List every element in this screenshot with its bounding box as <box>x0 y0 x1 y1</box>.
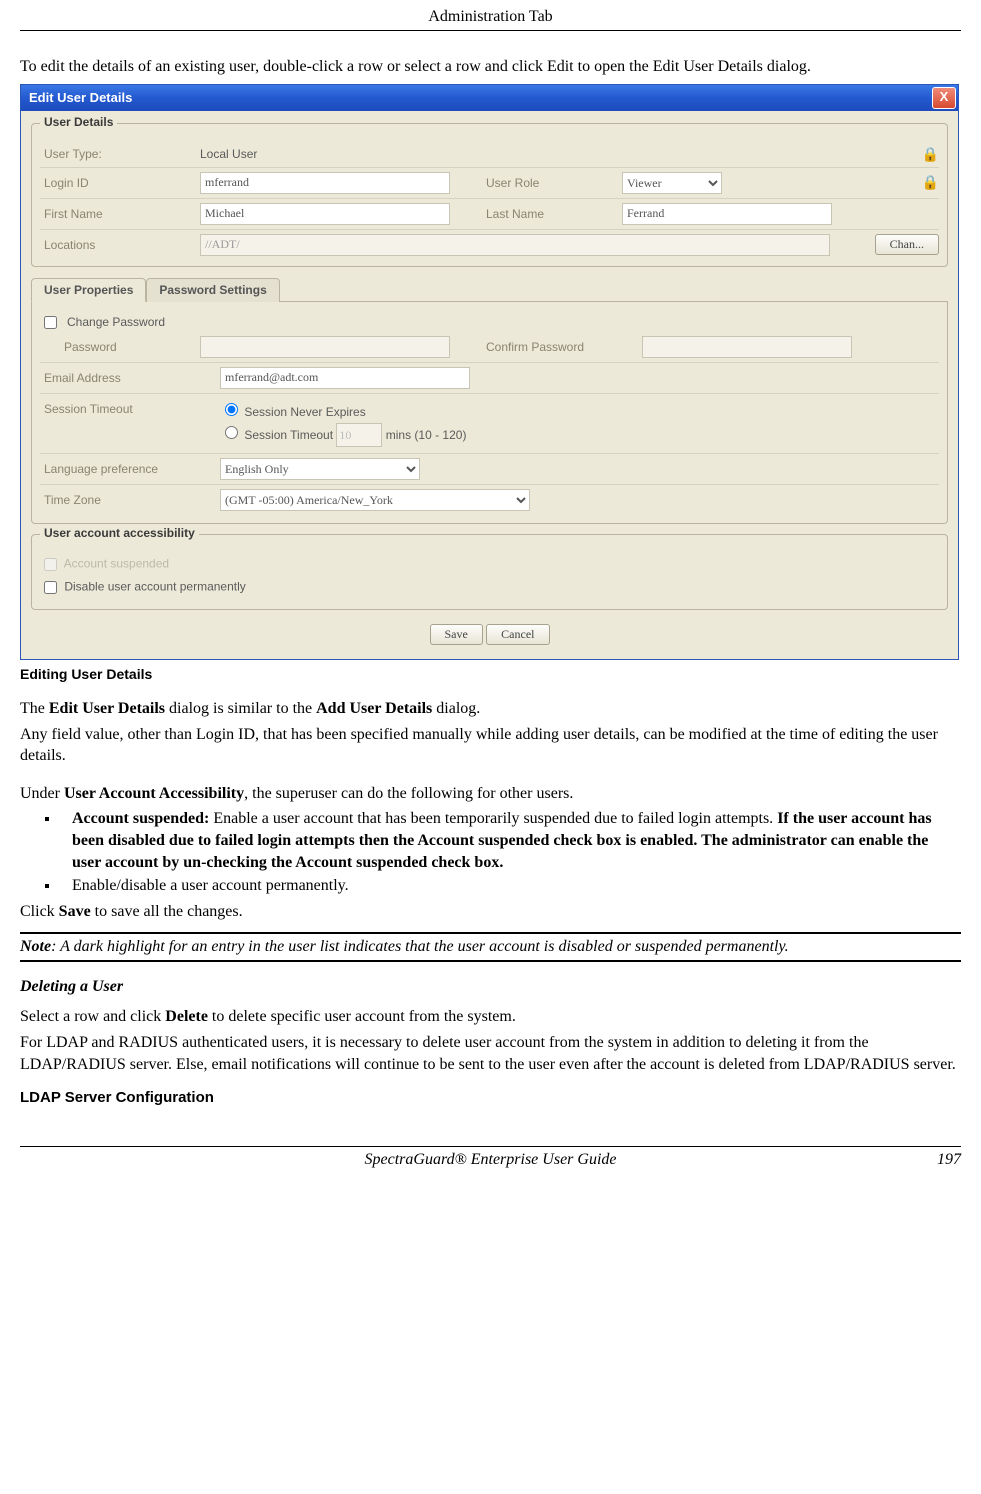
page-footer: SpectraGuard® Enterprise User Guide 197 <box>20 1147 961 1179</box>
heading-ldap-config: LDAP Server Configuration <box>20 1089 961 1106</box>
intro-paragraph: To edit the details of an existing user,… <box>20 56 961 78</box>
heading-deleting-user: Deleting a User <box>20 978 961 996</box>
paragraph-accessibility-intro: Under User Account Accessibility, the su… <box>20 783 961 805</box>
label-disable-permanently: Disable user account permanently <box>64 580 245 594</box>
radio-never-expires[interactable] <box>225 403 238 416</box>
timeout-value-input <box>336 423 382 447</box>
lock-icon: 🔒 <box>922 146 939 163</box>
account-suspended-checkbox <box>44 558 57 571</box>
edit-user-dialog: Edit User Details X User Details User Ty… <box>20 84 959 661</box>
paragraph-field-values: Any field value, other than Login ID, th… <box>20 724 961 767</box>
property-tabs: User Properties Password Settings <box>31 277 948 302</box>
label-email: Email Address <box>40 371 214 385</box>
bullet-account-suspended: Account suspended: Enable a user account… <box>60 808 961 873</box>
label-timezone: Time Zone <box>40 493 214 507</box>
save-button[interactable]: Save <box>430 624 483 645</box>
tab-password-settings[interactable]: Password Settings <box>146 278 279 302</box>
label-password: Password <box>60 340 194 354</box>
note-box: Note: A dark highlight for an entry in t… <box>20 932 961 962</box>
confirm-password-input <box>642 336 852 358</box>
label-login-id: Login ID <box>40 176 194 190</box>
bullet-enable-disable: Enable/disable a user account permanentl… <box>60 875 961 897</box>
label-never-expires: Session Never Expires <box>244 405 365 419</box>
login-id-input[interactable] <box>200 172 450 194</box>
label-first-name: First Name <box>40 207 194 221</box>
paragraph-delete-row: Select a row and click Delete to delete … <box>20 1006 961 1028</box>
email-input[interactable] <box>220 367 470 389</box>
lock-icon: 🔒 <box>922 174 939 191</box>
accessibility-group: User account accessibility Account suspe… <box>31 534 948 610</box>
close-icon[interactable]: X <box>932 87 956 109</box>
page-header: Administration Tab <box>20 0 961 31</box>
page-number: 197 <box>647 1151 961 1169</box>
label-locations: Locations <box>40 238 194 252</box>
dialog-titlebar: Edit User Details X <box>21 85 958 111</box>
footer-title: SpectraGuard® Enterprise User Guide <box>334 1151 648 1169</box>
change-locations-button[interactable]: Chan... <box>875 234 939 255</box>
label-language: Language preference <box>40 462 214 476</box>
label-change-password: Change Password <box>67 315 165 329</box>
label-user-type: User Type: <box>40 147 194 161</box>
disable-permanently-checkbox[interactable] <box>44 581 57 594</box>
group-legend-accessibility: User account accessibility <box>40 526 199 540</box>
user-details-group: User Details User Type: Local User 🔒 Log… <box>31 123 948 267</box>
change-password-checkbox[interactable] <box>44 316 57 329</box>
label-timeout-suffix: mins (10 - 120) <box>386 428 467 442</box>
user-role-select[interactable]: Viewer <box>622 172 722 194</box>
paragraph-ldap-radius: For LDAP and RADIUS authenticated users,… <box>20 1032 961 1075</box>
label-confirm-password: Confirm Password <box>456 340 636 354</box>
paragraph-similar-dialog: The Edit User Details dialog is similar … <box>20 698 961 720</box>
locations-input <box>200 234 830 256</box>
dialog-title: Edit User Details <box>29 90 132 105</box>
cancel-button[interactable]: Cancel <box>486 624 549 645</box>
password-input <box>200 336 450 358</box>
paragraph-click-save: Click Save to save all the changes. <box>20 901 961 923</box>
group-legend-user-details: User Details <box>40 115 117 129</box>
timezone-select[interactable]: (GMT -05:00) America/New_York <box>220 489 530 511</box>
user-properties-panel: Change Password Password Confirm Passwor… <box>31 301 948 525</box>
language-select[interactable]: English Only <box>220 458 420 480</box>
label-account-suspended: Account suspended <box>64 557 169 571</box>
last-name-input[interactable] <box>622 203 832 225</box>
tab-user-properties[interactable]: User Properties <box>31 278 146 302</box>
radio-session-timeout[interactable] <box>225 426 238 439</box>
label-user-role: User Role <box>456 176 616 190</box>
value-user-type: Local User <box>200 147 257 161</box>
label-last-name: Last Name <box>456 207 616 221</box>
label-timeout-option: Session Timeout <box>244 428 333 442</box>
first-name-input[interactable] <box>200 203 450 225</box>
accessibility-bullets: Account suspended: Enable a user account… <box>60 808 961 896</box>
label-session-timeout: Session Timeout <box>40 398 214 416</box>
figure-caption: Editing User Details <box>20 666 961 682</box>
